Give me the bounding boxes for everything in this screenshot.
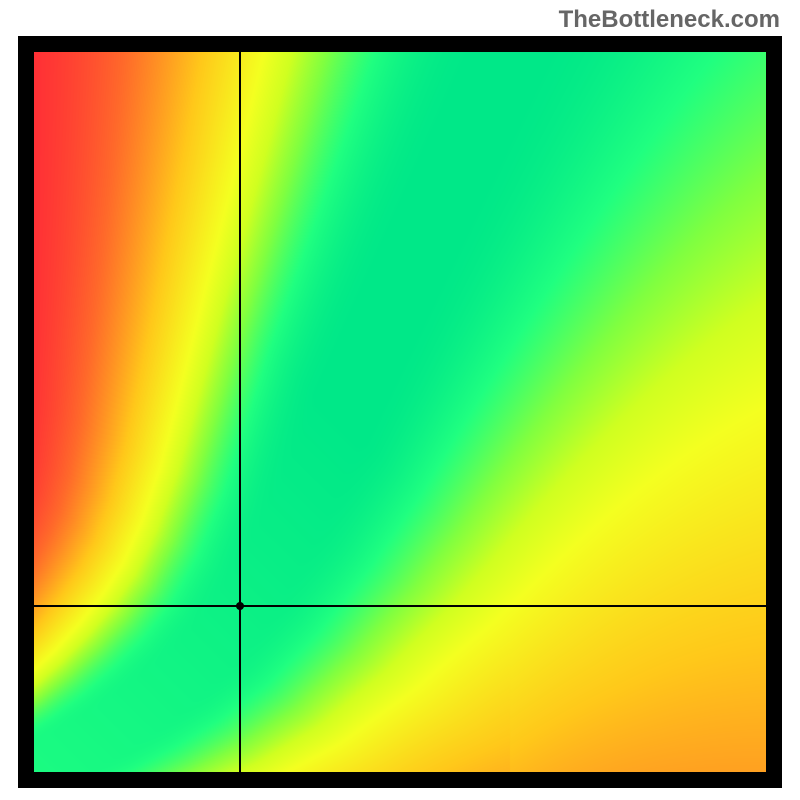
watermark-text: TheBottleneck.com bbox=[559, 6, 780, 34]
crosshair-marker bbox=[236, 602, 244, 610]
crosshair-horizontal bbox=[34, 605, 766, 607]
plot-area bbox=[34, 52, 766, 772]
chart-container: TheBottleneck.com bbox=[0, 0, 800, 800]
heatmap-canvas bbox=[34, 52, 766, 772]
crosshair-vertical bbox=[239, 52, 241, 772]
